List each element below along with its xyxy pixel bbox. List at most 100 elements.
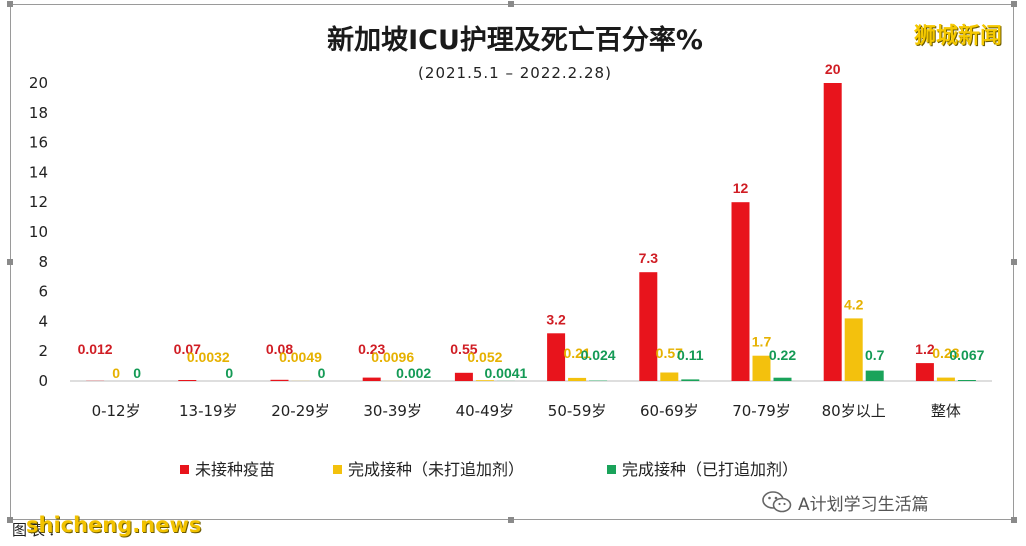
category-label: 13-19岁: [179, 402, 238, 420]
legend-label: 完成接种（未打追加剂）: [348, 460, 524, 479]
category-label: 整体: [931, 402, 961, 420]
bars: [86, 83, 976, 381]
data-label: 0.002: [396, 365, 431, 381]
bar: [915, 363, 934, 381]
data-label: 0.11: [677, 347, 704, 363]
data-label: 20: [825, 61, 841, 77]
bar: [731, 202, 750, 381]
data-label: 0.07: [174, 341, 201, 357]
chart-frame: [7, 1, 1017, 523]
bar: [270, 379, 289, 381]
category-label: 70-79岁: [732, 402, 791, 420]
source-watermark: shicheng.news: [26, 513, 202, 537]
category-label: 0-12岁: [92, 402, 141, 420]
resize-handle[interactable]: [508, 1, 514, 7]
resize-handle[interactable]: [1011, 259, 1017, 265]
data-label: 3.2: [546, 311, 566, 327]
data-label: 0.0096: [371, 349, 414, 365]
legend: 未接种疫苗 完成接种（未打追加剂） 完成接种（已打追加剂）: [180, 460, 798, 479]
resize-handle[interactable]: [508, 517, 514, 523]
data-label: 12: [733, 180, 749, 196]
bar: [362, 377, 381, 381]
bar: [936, 377, 955, 381]
data-label: 0.024: [581, 347, 616, 363]
bar: [752, 355, 771, 381]
data-label: 0.57: [656, 345, 683, 361]
legend-swatch: [180, 465, 189, 474]
data-label: 7.3: [639, 250, 659, 266]
resize-handle[interactable]: [7, 259, 13, 265]
resize-handle[interactable]: [1011, 1, 1017, 7]
data-label: 0.067: [949, 347, 984, 363]
data-label: 0.0041: [484, 365, 527, 381]
bar: [865, 370, 884, 381]
data-label: 0.7: [865, 347, 885, 363]
bar: [639, 272, 658, 381]
chart-title: 新加坡ICU护理及死亡百分率%: [327, 24, 703, 56]
data-label: 0: [133, 365, 141, 381]
y-tick-label: 16: [29, 134, 48, 152]
wechat-watermark: A计划学习生活篇: [762, 488, 929, 516]
data-label: 0.08: [266, 341, 293, 357]
data-label: 0.21: [563, 345, 590, 361]
legend-swatch: [607, 465, 616, 474]
data-label: 0.012: [78, 341, 113, 357]
x-axis: 0-12岁 13-19岁 20-29岁 30-39岁 40-49岁 50-59岁 60-69…: [92, 402, 961, 420]
data-label: 0: [318, 365, 326, 381]
bar: [957, 380, 976, 381]
bar: [844, 318, 863, 381]
legend-label: 完成接种（已打追加剂）: [622, 460, 798, 479]
y-tick-label: 14: [29, 163, 48, 181]
data-label: 4.2: [844, 296, 864, 312]
bar: [681, 379, 700, 381]
y-tick-label: 4: [38, 312, 48, 330]
legend-label: 未接种疫苗: [195, 460, 275, 479]
data-label: 0.0049: [279, 349, 322, 365]
data-label: 1.2: [915, 341, 935, 357]
bar: [568, 377, 587, 381]
data-label: 0.23: [932, 345, 959, 361]
chart-subtitle: (2021.5.1 – 2022.2.28): [418, 64, 612, 82]
data-label: 0: [225, 365, 233, 381]
resize-handle[interactable]: [1011, 517, 1017, 523]
data-label: 0.22: [769, 347, 796, 363]
legend-swatch: [333, 465, 342, 474]
category-label: 50-59岁: [548, 402, 607, 420]
bar: [454, 372, 473, 381]
source-note: 图表： shicheng.news: [12, 513, 212, 540]
bar: [823, 83, 842, 381]
data-label: 0.052: [467, 349, 502, 365]
y-tick-label: 18: [29, 104, 48, 122]
y-tick-label: 6: [38, 283, 48, 301]
y-axis: 0 2 4 6 8 10 12 14 16 18 20: [29, 74, 48, 390]
category-label: 60-69岁: [640, 402, 699, 420]
data-label: 0.0032: [187, 349, 230, 365]
y-tick-label: 8: [38, 253, 48, 271]
category-label: 80岁以上: [822, 402, 886, 420]
data-label: 1.7: [752, 334, 772, 350]
category-label: 20-29岁: [271, 402, 330, 420]
resize-handle[interactable]: [7, 517, 13, 523]
category-label: 40-49岁: [456, 402, 515, 420]
wechat-icon: [762, 491, 792, 513]
bar: [178, 380, 197, 381]
brand-watermark: 狮城新闻: [913, 24, 1002, 49]
bar: [773, 377, 792, 381]
bar: [547, 333, 566, 381]
source-label: 图表：: [12, 521, 67, 539]
y-tick-label: 2: [38, 342, 48, 360]
y-tick-label: 10: [29, 223, 48, 241]
y-tick-label: 0: [38, 372, 48, 390]
y-tick-label: 20: [29, 74, 48, 92]
bar: [475, 380, 494, 381]
wechat-account: A计划学习生活篇: [798, 494, 929, 515]
data-label: 0.23: [358, 341, 385, 357]
data-label: 0.55: [450, 341, 477, 357]
resize-handle[interactable]: [7, 1, 13, 7]
data-label: 0: [112, 365, 120, 381]
bar: [660, 372, 679, 381]
y-tick-label: 12: [29, 193, 48, 211]
category-label: 30-39岁: [363, 402, 422, 420]
